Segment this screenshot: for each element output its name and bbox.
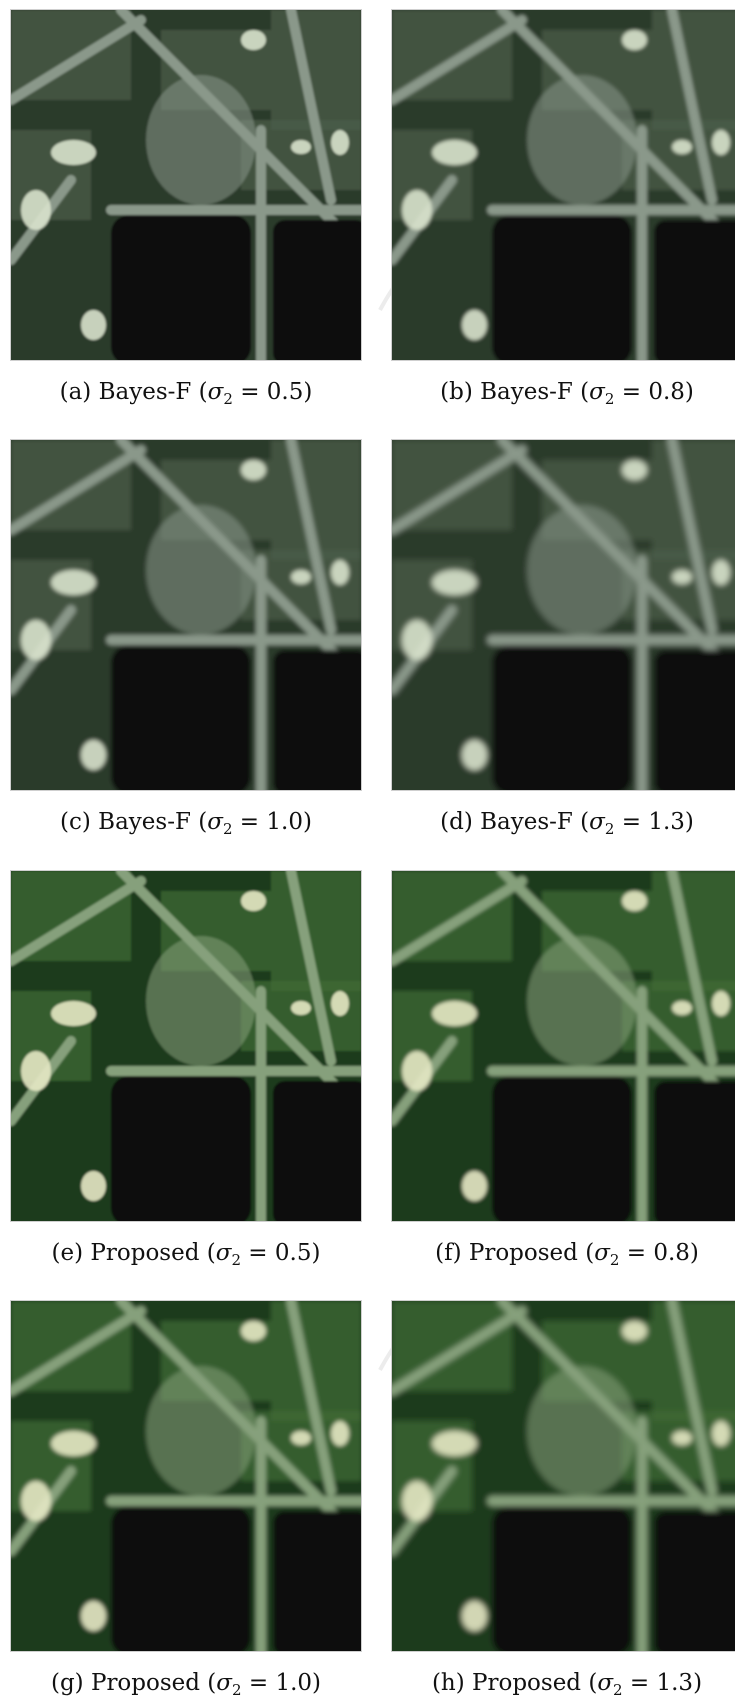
caption-h: (h) Proposed (σ2 = 1.3) [431,1670,703,1699]
caption-g: (g) Proposed (σ2 = 1.0) [50,1670,321,1699]
caption-d: (d) Bayes-F (σ2 = 1.3) [440,809,694,838]
aerial-image-e [11,871,361,1221]
caption-e: (e) Proposed (σ2 = 0.5) [51,1240,321,1269]
aerial-image-d [392,440,735,790]
aerial-image-h [392,1301,735,1651]
image-c [10,439,362,791]
aerial-image-g [11,1301,361,1651]
caption-b: (b) Bayes-F (σ2 = 0.8) [440,379,694,408]
aerial-image-c [11,440,361,790]
image-d [391,439,735,791]
aerial-image-a [11,10,361,360]
image-h [391,1300,735,1652]
caption-f: (f) Proposed (σ2 = 0.8) [435,1240,699,1269]
image-g [10,1300,362,1652]
caption-c: (c) Bayes-F (σ2 = 1.0) [60,809,312,838]
image-b [391,9,735,361]
image-f [391,870,735,1222]
aerial-image-b [392,10,735,360]
aerial-image-f [392,871,735,1221]
image-e [10,870,362,1222]
caption-a: (a) Bayes-F (σ2 = 0.5) [59,379,313,408]
image-a [10,9,362,361]
